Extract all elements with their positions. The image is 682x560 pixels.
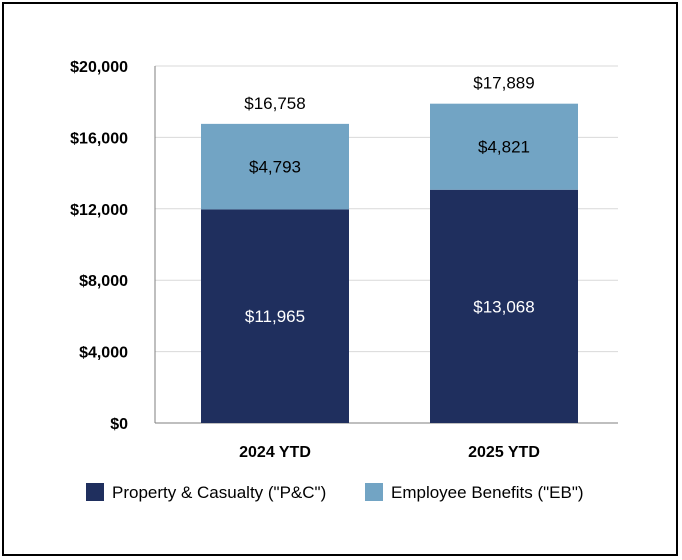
total-label: $16,758 [244,94,305,113]
y-axis: $0 $4,000 $8,000 $12,000 $16,000 $20,000 [70,59,618,433]
data-label-eb: $4,821 [478,138,530,157]
x-category-label: 2025 YTD [468,444,540,461]
data-label-eb: $4,793 [249,158,301,177]
y-tick-label: $20,000 [70,59,128,76]
legend-label-pc: Property & Casualty ("P&C") [112,483,326,502]
data-label-pc: $13,068 [473,297,534,316]
y-tick-label: $8,000 [79,273,128,290]
y-tick-label: $12,000 [70,202,128,219]
bar-segment-pc [430,189,578,423]
legend: Property & Casualty ("P&C") Employee Bene… [86,483,584,502]
x-axis: 2024 YTD 2025 YTD [239,444,540,461]
bars [201,103,578,423]
y-tick-label: $4,000 [79,345,128,362]
y-tick-label: $0 [110,416,128,433]
y-tick-label: $16,000 [70,130,128,147]
bar-segment-eb [201,123,349,210]
legend-swatch-eb [365,483,383,501]
data-label-pc: $11,965 [245,307,305,326]
total-label: $17,889 [473,74,534,93]
x-category-label: 2024 YTD [239,444,311,461]
data-labels: $11,965 $4,793 $16,758 $13,068 $4,821 $17,889 [244,74,534,327]
legend-label-eb: Employee Benefits ("EB") [391,483,584,502]
legend-swatch-pc [86,483,104,501]
bar-segment-eb [430,103,578,190]
bar-segment-pc [201,209,349,423]
